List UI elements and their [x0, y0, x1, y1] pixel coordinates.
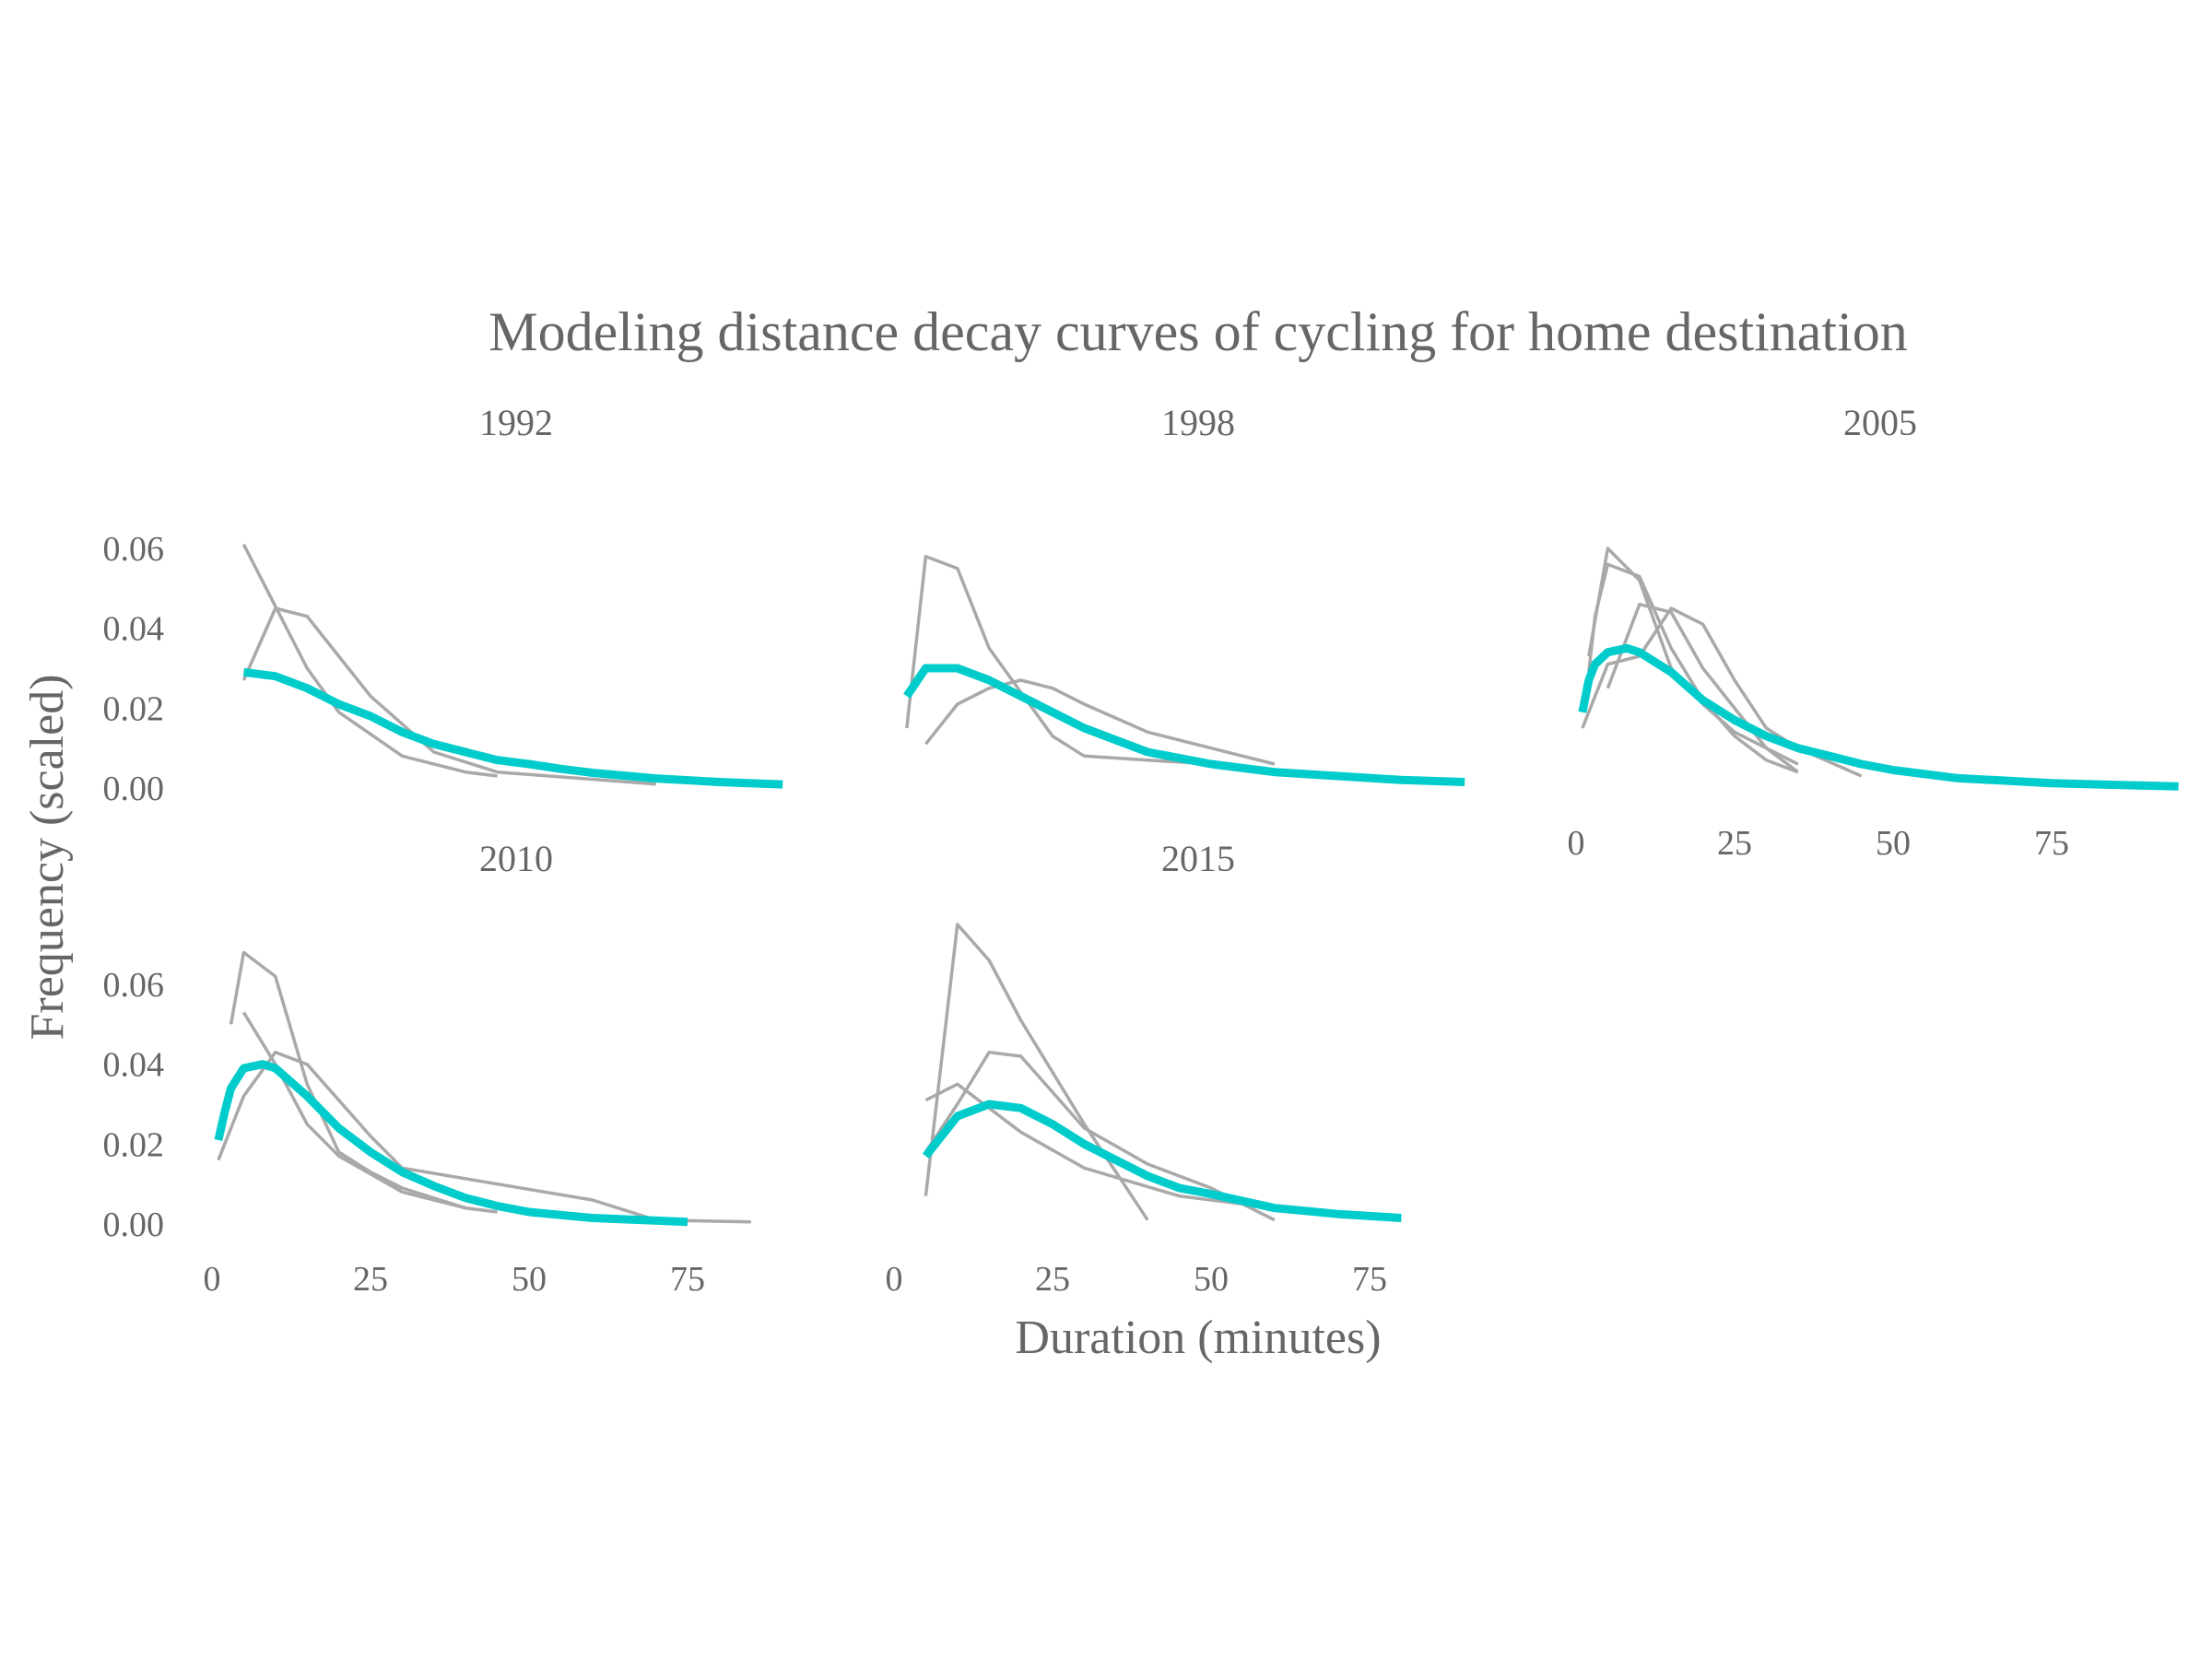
x-tick-label: 25	[353, 1260, 388, 1299]
panel-title: 2005	[1843, 402, 1917, 443]
observed-line	[229, 950, 498, 1214]
observed-line	[924, 678, 1276, 766]
facet-panels: 1992 0.00 0.02 0.04 0.06 1998 2005 0 25 50 75 2010 0…	[103, 402, 2179, 1299]
x-tick-label: 25	[1717, 824, 1752, 863]
panel-title: 2010	[479, 838, 553, 879]
panel-2015: 2015 0 25 50 75	[886, 838, 1402, 1299]
y-tick-label: 0.04	[103, 1046, 165, 1085]
model-curve	[903, 664, 1465, 786]
panel-1992: 1992 0.00 0.02 0.04 0.06	[103, 402, 783, 808]
y-tick-label: 0.06	[103, 966, 165, 1005]
x-tick-label: 75	[670, 1260, 705, 1299]
x-tick-label: 0	[1568, 824, 1585, 863]
x-tick-label: 0	[204, 1260, 221, 1299]
observed-line	[924, 923, 1149, 1221]
chart-title: Modeling distance decay curves of cyclin…	[488, 301, 1908, 362]
x-tick-label: 25	[1035, 1260, 1070, 1299]
observed-line	[1587, 562, 1799, 774]
panel-1998: 1998	[903, 402, 1465, 786]
observed-line	[1606, 602, 1799, 774]
x-tick-label: 75	[1352, 1260, 1387, 1299]
y-tick-label: 0.02	[103, 1125, 165, 1164]
y-tick-label: 0.02	[103, 689, 165, 728]
observed-line	[924, 1050, 1276, 1222]
panel-2010: 2010 0.00 0.02 0.04 0.06 0 25 50 75	[103, 838, 751, 1299]
y-axis-title: Frequency (scaled)	[21, 674, 74, 1040]
x-tick-label: 50	[1876, 824, 1911, 863]
x-axis-title: Duration (minutes)	[1015, 1312, 1381, 1364]
model-curve	[1578, 643, 2179, 791]
panel-2005: 2005 0 25 50 75	[1568, 402, 2179, 863]
panel-title: 1998	[1161, 402, 1235, 443]
observed-line	[241, 1011, 466, 1210]
y-tick-label: 0.06	[103, 530, 165, 569]
x-tick-label: 0	[886, 1260, 903, 1299]
x-tick-label: 50	[1194, 1260, 1229, 1299]
y-tick-label: 0.00	[103, 770, 165, 808]
panel-title: 1992	[479, 402, 553, 443]
observed-line	[217, 1050, 751, 1224]
observed-line	[241, 543, 498, 778]
panel-title: 2015	[1161, 838, 1235, 879]
observed-line	[905, 554, 1402, 782]
model-curve	[922, 1100, 1402, 1222]
observed-line	[241, 606, 656, 786]
x-tick-label: 50	[512, 1260, 547, 1299]
y-tick-label: 0.04	[103, 610, 165, 649]
model-curve	[242, 667, 783, 789]
x-tick-label: 75	[2034, 824, 2069, 863]
model-curve	[214, 1060, 688, 1227]
y-tick-label: 0.00	[103, 1206, 165, 1244]
